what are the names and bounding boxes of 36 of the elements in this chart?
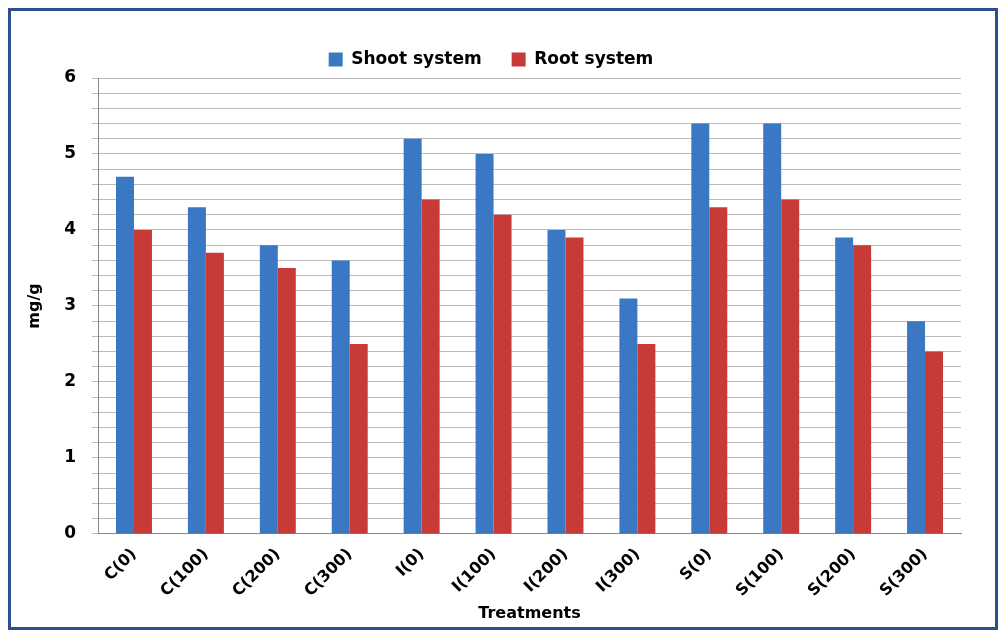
- y-axis-title: mg/g: [23, 283, 43, 329]
- y-tick-label: 0: [64, 522, 77, 543]
- bar: [691, 123, 710, 534]
- bar: [619, 298, 638, 534]
- bar: [781, 199, 800, 534]
- y-tick-label: 1: [64, 446, 77, 467]
- y-tick-label: 3: [64, 294, 77, 315]
- bar: [763, 123, 782, 534]
- legend-label: Root system: [534, 47, 654, 68]
- x-tick-label: I(0): [391, 544, 428, 580]
- legend-label: Shoot system: [351, 47, 482, 68]
- bar: [907, 321, 926, 534]
- bar: [187, 207, 206, 534]
- bar: [709, 207, 728, 534]
- bar: [133, 229, 152, 534]
- bar: [637, 343, 656, 534]
- y-tick-label: 5: [64, 142, 77, 163]
- bar: [853, 245, 872, 534]
- bar: [259, 245, 278, 534]
- bar: [547, 229, 566, 534]
- y-tick-label: 6: [64, 66, 77, 87]
- y-tick-label: 2: [64, 370, 77, 391]
- bar: [349, 343, 368, 534]
- bar: [331, 260, 350, 534]
- x-axis-title: Treatments: [478, 602, 581, 622]
- bar: [475, 153, 494, 534]
- bar: [835, 237, 854, 534]
- bar: [421, 199, 440, 534]
- y-tick-label: 4: [64, 218, 77, 239]
- bar: [277, 267, 296, 534]
- bar: [403, 138, 422, 534]
- bar: [565, 237, 584, 534]
- bar: [493, 214, 512, 534]
- bar: [925, 351, 944, 534]
- bar: [116, 176, 134, 534]
- bar: [205, 252, 224, 534]
